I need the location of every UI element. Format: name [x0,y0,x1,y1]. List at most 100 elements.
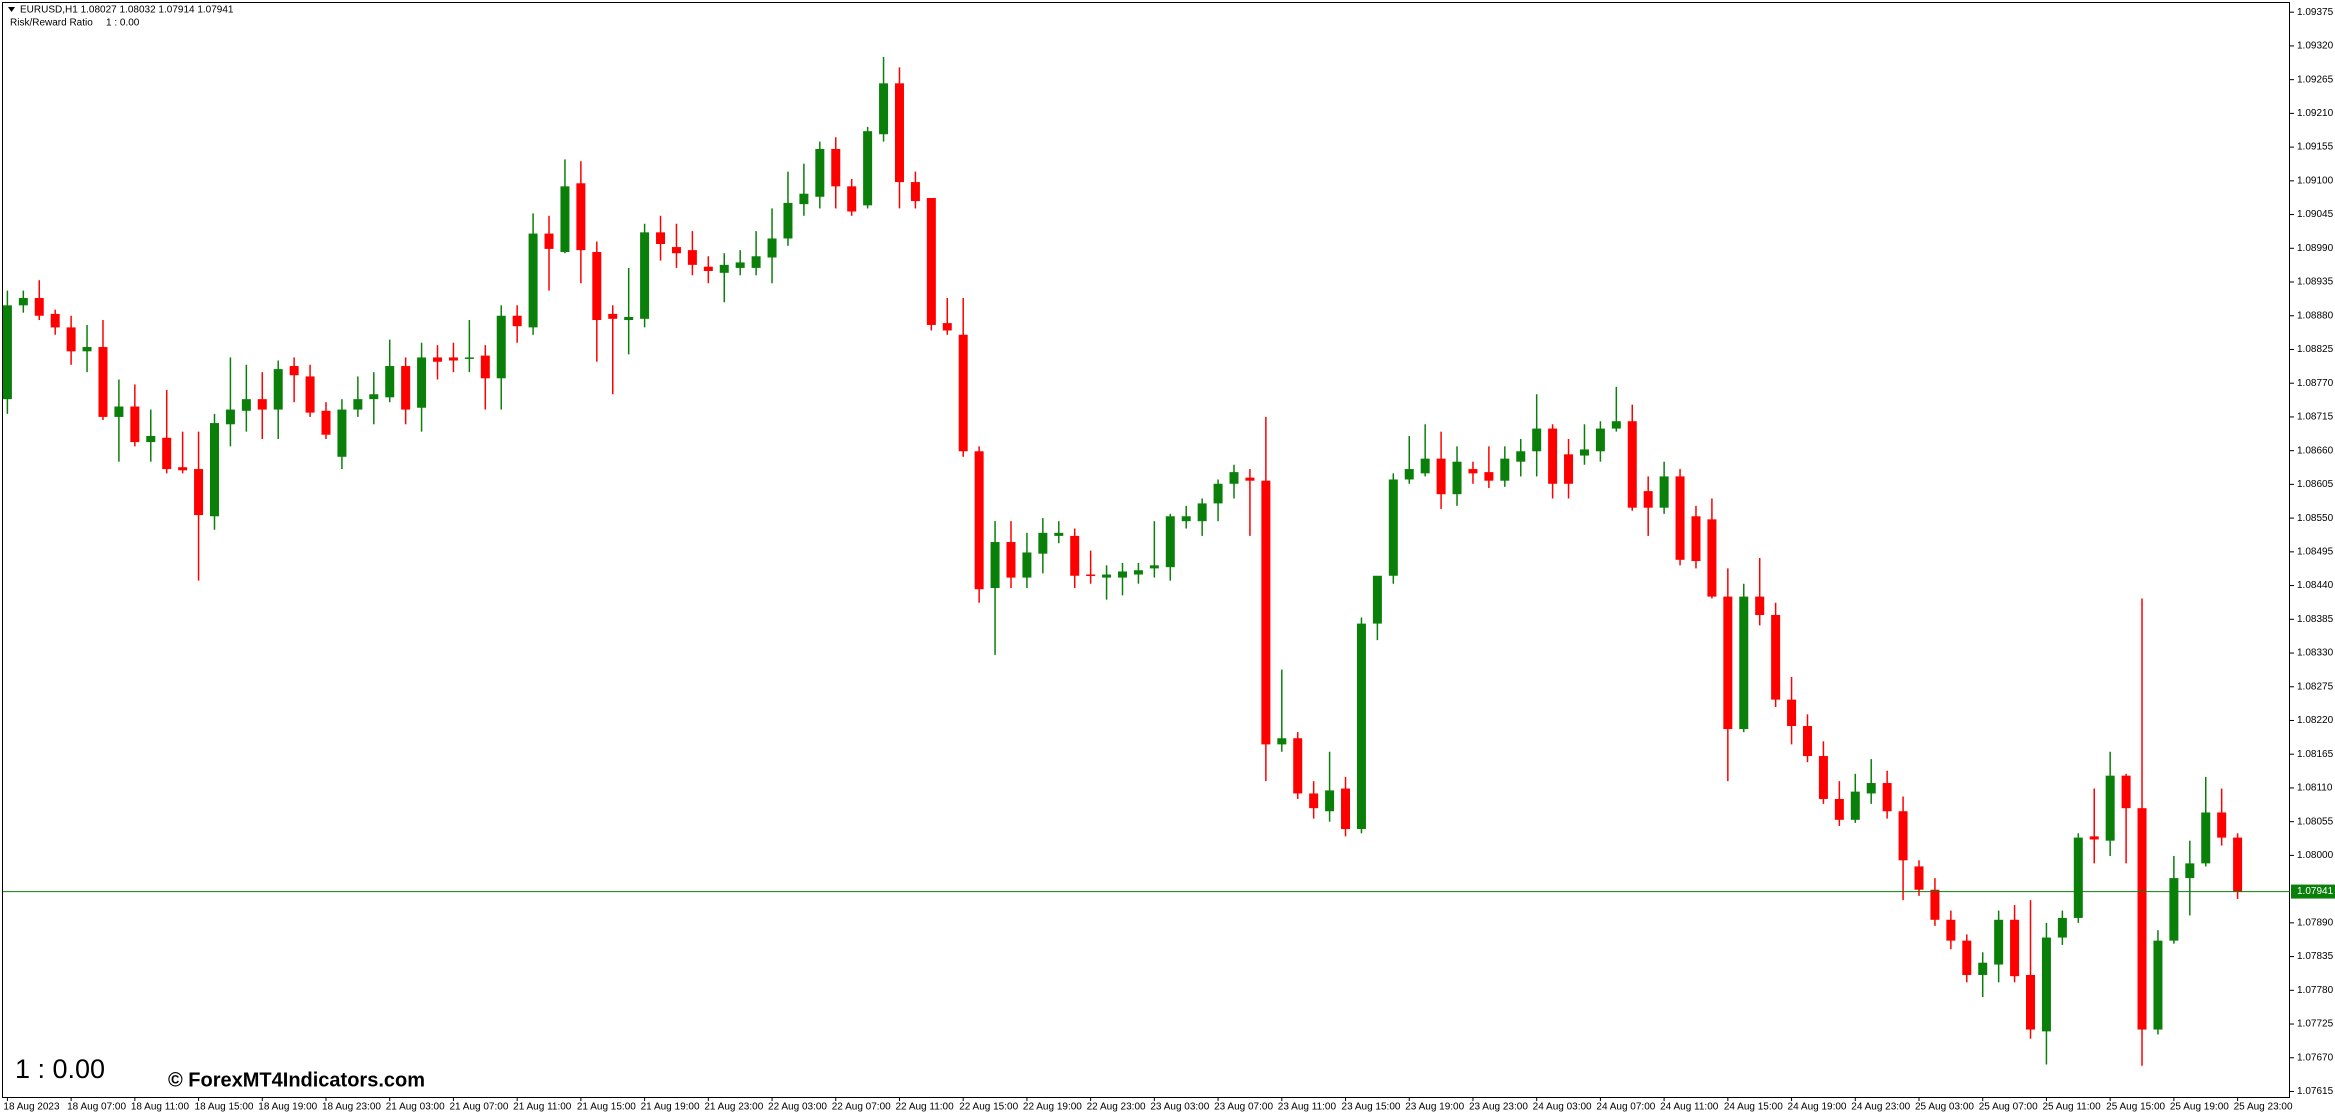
candle-body [1675,476,1685,560]
candle-body [178,467,188,471]
candle-body [1325,790,1335,812]
candle-body [1914,866,1924,890]
x-tick-label: 23 Aug 07:00 [1214,1102,1273,1113]
candle-body [2089,836,2099,840]
candle-body [512,315,522,327]
candle-body [289,366,299,376]
candle-body [592,251,602,321]
candle-body [767,238,777,258]
candle-body [640,232,650,319]
candle-body [1723,596,1733,730]
x-tick-label: 24 Aug 15:00 [1724,1102,1783,1113]
x-tick-label: 24 Aug 07:00 [1596,1102,1655,1113]
candle-body [2105,775,2115,841]
candle-body [2137,808,2147,1030]
candle-body [1468,469,1478,474]
candle-body [1086,574,1096,577]
candle-body [1054,532,1064,536]
x-tick-label: 23 Aug 23:00 [1469,1102,1528,1113]
x-tick-label: 18 Aug 23:00 [322,1102,381,1113]
y-tick-label: 1.08000 [2297,850,2334,861]
candle-body [528,233,538,328]
candle-body [751,256,761,268]
candle-body [2121,775,2131,809]
y-tick-label: 1.08715 [2297,412,2334,423]
candle-body [1038,532,1048,554]
watermark: © ForexMT4Indicators.com [168,1069,425,1091]
candle-body [1691,516,1701,562]
candle-body [560,186,570,252]
x-tick-label: 25 Aug 23:00 [2234,1102,2293,1113]
last-price-label: 1.07941 [2297,886,2334,897]
x-tick-label: 22 Aug 15:00 [959,1102,1018,1113]
candle-body [1436,458,1446,495]
candle-body [1070,535,1080,576]
ratio-display: 1 : 0.00 [15,1054,105,1084]
candle-body [1627,421,1637,508]
candle-body [305,376,315,413]
candle-body [2233,837,2243,892]
y-tick-label: 1.09100 [2297,175,2334,186]
candle-body [576,183,586,251]
candle-body [146,435,156,443]
candle-body [50,313,60,328]
y-tick-label: 1.07780 [2297,985,2334,996]
y-tick-label: 1.07725 [2297,1019,2334,1030]
y-tick-label: 1.07670 [2297,1052,2334,1063]
menu-arrow[interactable] [8,7,15,12]
x-tick-label: 24 Aug 03:00 [1533,1102,1592,1113]
candle-body [1818,756,1828,799]
candle-body [2185,863,2195,879]
candle-body [1643,491,1653,508]
candle-body [1548,428,1558,484]
candle-body [209,423,219,517]
candle-body [385,366,395,398]
candle-body [2201,812,2211,864]
y-tick-label: 1.07615 [2297,1086,2334,1097]
x-tick-label: 25 Aug 15:00 [2106,1102,2165,1113]
y-tick-label: 1.08385 [2297,614,2334,625]
x-tick-label: 21 Aug 11:00 [513,1102,572,1113]
candle-body [1484,472,1494,481]
x-tick-label: 25 Aug 07:00 [1979,1102,2038,1113]
candle-body [98,347,108,417]
candle-body [1181,516,1191,522]
candle-body [114,406,124,417]
candle-body [1133,570,1143,575]
candle-body [1755,596,1765,616]
candle-body [241,399,251,411]
candle-body [1309,793,1319,809]
x-tick-label: 21 Aug 07:00 [449,1102,508,1113]
candle-body [1372,575,1382,624]
y-tick-label: 1.08880 [2297,310,2334,321]
candle-body [1866,783,1876,794]
x-tick-label: 21 Aug 23:00 [704,1102,763,1113]
x-tick-label: 24 Aug 11:00 [1660,1102,1719,1113]
x-tick-label: 22 Aug 19:00 [1023,1102,1082,1113]
candle-body [1579,449,1589,456]
y-tick-label: 1.08220 [2297,715,2334,726]
x-tick-label: 21 Aug 03:00 [386,1102,445,1113]
candle-body [1739,596,1749,730]
x-tick-label: 23 Aug 03:00 [1150,1102,1209,1113]
candle-body [1595,428,1605,452]
y-tick-label: 1.09265 [2297,74,2334,85]
candle-body [544,233,554,249]
candle-body [448,357,458,361]
candle-body [34,297,44,316]
candle-body [1516,451,1526,462]
candle-body [1245,477,1255,481]
candle-body [1197,503,1207,522]
y-tick-label: 1.08990 [2297,243,2334,254]
y-tick-label: 1.08495 [2297,546,2334,557]
candle-body [656,232,666,244]
x-tick-label: 18 Aug 15:00 [195,1102,254,1113]
candle-body [1659,476,1669,508]
y-tick-label: 1.08440 [2297,580,2334,591]
candle-body [1898,811,1908,861]
candle-body [321,410,331,435]
candle-body [257,399,267,410]
y-tick-label: 1.08165 [2297,749,2334,760]
